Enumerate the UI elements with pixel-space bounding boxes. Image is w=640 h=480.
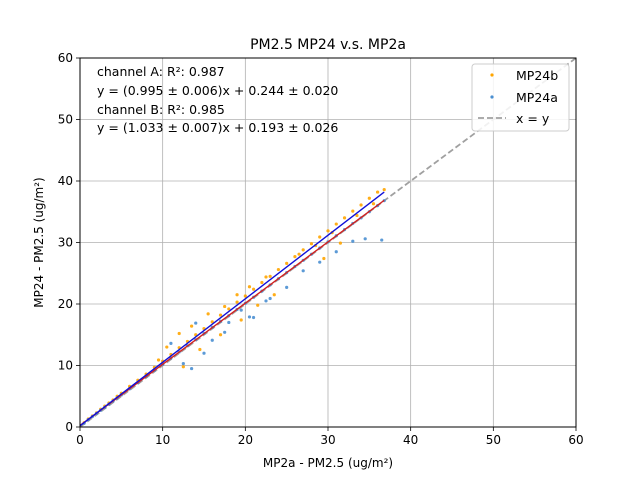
point-mp24b bbox=[376, 190, 380, 194]
y-tick-label: 50 bbox=[58, 113, 73, 127]
fit-lines-layer bbox=[79, 191, 385, 427]
x-tick-label: 10 bbox=[155, 433, 170, 447]
point-mp24b bbox=[264, 275, 268, 279]
point-mp24a bbox=[194, 321, 198, 325]
axis-ticks: 0 10 20 30 40 50 60 0 10 20 30 40 50 60 bbox=[58, 51, 584, 447]
y-tick-label: 20 bbox=[58, 297, 73, 311]
point-mp24a bbox=[239, 308, 243, 312]
point-mp24a bbox=[227, 320, 231, 325]
y-tick-label: 10 bbox=[58, 359, 73, 373]
y-tick-label: 30 bbox=[58, 236, 73, 250]
fit-line-channel-a bbox=[79, 199, 385, 427]
x-tick-label: 30 bbox=[320, 433, 335, 447]
point-mp24a bbox=[210, 338, 214, 342]
fit-line-channel-b bbox=[79, 191, 385, 427]
point-mp24b bbox=[293, 255, 297, 259]
chart-title: PM2.5 MP24 v.s. MP2a bbox=[250, 37, 406, 53]
point-mp24b bbox=[206, 312, 210, 316]
point-mp24b bbox=[272, 293, 276, 297]
point-mp24b bbox=[177, 331, 181, 336]
legend-label-reference: x = y bbox=[516, 111, 550, 126]
point-mp24b bbox=[247, 285, 252, 289]
annotation-line-1: channel A: R²: 0.987 bbox=[97, 64, 225, 79]
point-mp24b bbox=[276, 267, 280, 272]
point-mp24b bbox=[322, 256, 326, 261]
x-tick-label: 0 bbox=[76, 433, 84, 447]
point-mp24b bbox=[156, 358, 161, 362]
point-mp24b bbox=[338, 241, 342, 245]
x-tick-label: 40 bbox=[403, 433, 418, 447]
point-mp24a bbox=[223, 330, 227, 334]
y-axis-label: MP24 - PM2.5 (ug/m²) bbox=[32, 177, 46, 307]
point-mp24b bbox=[382, 188, 386, 192]
point-mp24a bbox=[363, 237, 367, 241]
point-mp24a bbox=[247, 315, 252, 319]
stats-annotation: channel A: R²: 0.987 y = (0.995 ± 0.006)… bbox=[97, 64, 338, 135]
legend: MP24b MP24a x = y bbox=[471, 63, 570, 132]
point-mp24b bbox=[342, 216, 347, 220]
point-mp24b bbox=[198, 347, 202, 352]
legend-marker-mp24a bbox=[490, 95, 494, 99]
point-mp24a bbox=[190, 366, 194, 371]
point-mp24b bbox=[297, 252, 301, 256]
legend-box bbox=[471, 63, 570, 132]
annotation-line-4: y = (1.033 ± 0.007)x + 0.193 ± 0.026 bbox=[97, 120, 338, 135]
legend-label-mp24b: MP24b bbox=[516, 68, 558, 83]
point-mp24a bbox=[351, 239, 355, 243]
x-tick-label: 20 bbox=[238, 433, 253, 447]
point-mp24b bbox=[285, 261, 289, 266]
point-mp24a bbox=[301, 269, 305, 273]
point-mp24b bbox=[252, 287, 256, 291]
point-mp24b bbox=[165, 345, 169, 349]
point-mp24b bbox=[243, 294, 247, 298]
point-mp24b bbox=[235, 300, 239, 304]
point-mp24b bbox=[260, 280, 264, 285]
x-tick-label: 50 bbox=[486, 433, 501, 447]
point-mp24a bbox=[264, 299, 268, 303]
y-tick-label: 60 bbox=[58, 51, 73, 65]
point-mp24b bbox=[235, 293, 239, 297]
point-mp24b bbox=[210, 320, 214, 324]
y-tick-label: 0 bbox=[65, 420, 73, 434]
point-mp24a bbox=[380, 238, 384, 242]
point-mp24a bbox=[202, 351, 206, 355]
point-mp24b bbox=[239, 318, 243, 322]
annotation-line-3: channel B: R²: 0.985 bbox=[97, 102, 225, 117]
point-mp24b bbox=[334, 222, 338, 226]
point-mp24b bbox=[351, 209, 355, 213]
point-mp24b bbox=[256, 303, 260, 307]
x-axis-label: MP2a - PM2.5 (ug/m²) bbox=[263, 456, 393, 470]
point-mp24b bbox=[301, 248, 305, 252]
point-mp24b bbox=[359, 203, 363, 207]
point-mp24a bbox=[252, 315, 256, 320]
point-mp24a bbox=[285, 285, 289, 289]
point-mp24b bbox=[367, 196, 371, 200]
annotation-line-2: y = (0.995 ± 0.006)x + 0.244 ± 0.020 bbox=[97, 83, 338, 98]
y-tick-label: 40 bbox=[58, 174, 73, 188]
point-mp24b bbox=[355, 213, 359, 218]
point-mp24a bbox=[334, 250, 338, 254]
point-mp24b bbox=[227, 307, 231, 311]
point-mp24b bbox=[218, 333, 223, 337]
point-mp24b bbox=[309, 242, 314, 246]
point-mp24b bbox=[218, 313, 223, 317]
point-mp24b bbox=[268, 274, 272, 278]
point-mp24a bbox=[268, 296, 272, 301]
point-mp24b bbox=[181, 365, 185, 369]
legend-marker-mp24b bbox=[490, 73, 494, 77]
point-mp24a bbox=[181, 362, 185, 366]
point-mp24a bbox=[318, 260, 322, 264]
point-mp24b bbox=[371, 202, 376, 206]
point-mp24b bbox=[318, 235, 322, 239]
point-mp24b bbox=[326, 229, 330, 233]
point-mp24b bbox=[190, 324, 194, 328]
x-tick-label: 60 bbox=[568, 433, 583, 447]
point-mp24a bbox=[169, 341, 173, 345]
legend-label-mp24a: MP24a bbox=[516, 90, 558, 105]
point-mp24b bbox=[223, 304, 227, 309]
